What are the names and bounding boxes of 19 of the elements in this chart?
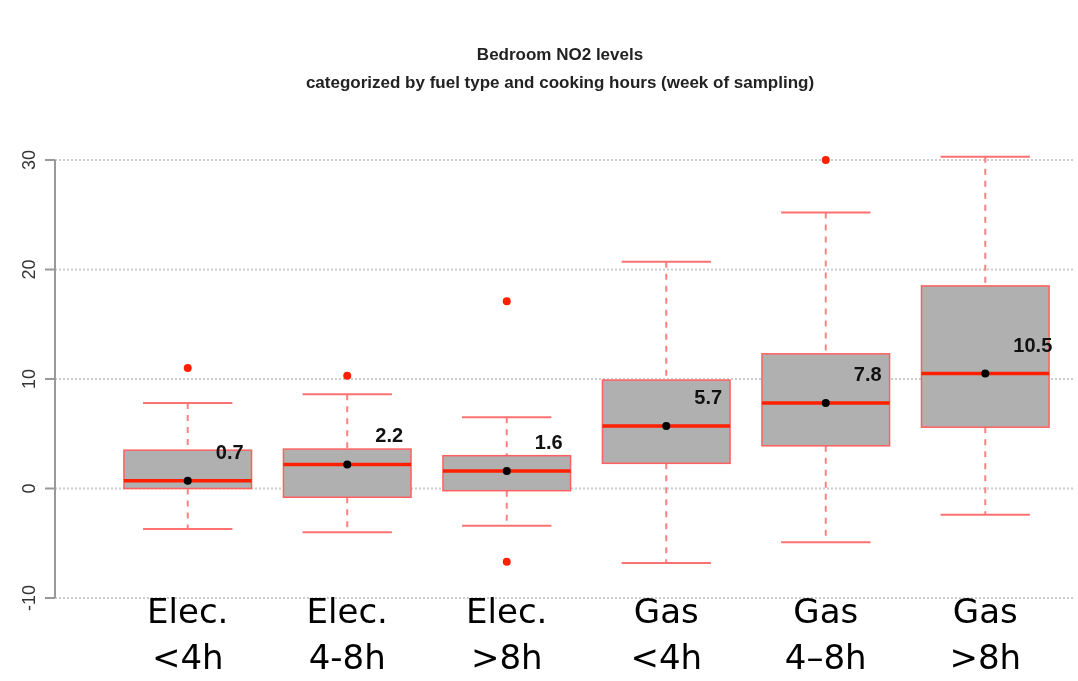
x-tick-label: Elec. <4h [147,591,229,677]
x-tick-label: Elec. 4-8h [306,591,388,677]
x-tick-label: Gas >8h [949,591,1022,677]
x-tick-label: Elec. >8h [466,591,548,677]
y-tick-label: 10 [19,368,39,390]
chart-title: Bedroom NO2 levels [476,45,644,64]
y-tick-label: 30 [19,149,39,171]
annotation: 0.7 [215,440,244,463]
x-tick-label: Gas <4h [630,591,703,677]
annotation: 1.6 [534,430,563,453]
chart-subtitle: categorized by fuel type and cooking hours (week of sampling) [305,73,815,92]
annotation: 10.5 [1013,333,1053,356]
y-tick-label: -10 [19,584,39,612]
x-tick-label: Gas 4–8h [784,591,867,677]
annotation: 7.8 [853,363,882,386]
y-tick-label: 0 [19,483,39,494]
annotation: 5.7 [694,386,723,409]
y-tick-label: 20 [19,259,39,280]
annotation: 2.2 [375,424,404,447]
